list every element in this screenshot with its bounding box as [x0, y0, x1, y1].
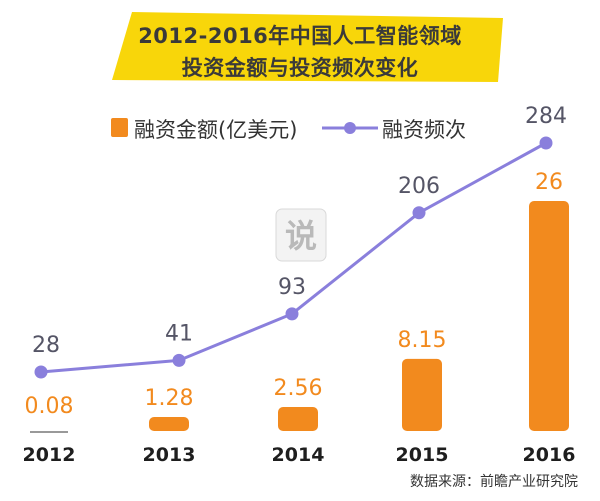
bar-2016	[529, 201, 569, 431]
line-point-2013	[172, 353, 186, 367]
line-point-2014	[285, 307, 299, 321]
x-tick-2012: 2012	[23, 444, 76, 466]
line-label-2014: 93	[278, 275, 306, 300]
x-tick-2013: 2013	[143, 444, 196, 466]
x-tick-2014: 2014	[272, 444, 325, 466]
legend-bar-label: 融资金额(亿美元)	[134, 118, 298, 142]
line-point-2012	[34, 365, 48, 379]
bar-label-2015: 8.15	[398, 328, 447, 353]
svg-text:说: 说	[285, 217, 317, 255]
bar-2015	[402, 358, 442, 431]
legend: 融资金额(亿美元) 融资频次	[0, 110, 600, 144]
bar-label-2012: 0.08	[25, 394, 74, 419]
title-banner	[112, 12, 503, 82]
line-point-2015	[412, 206, 426, 220]
bar-label-2014: 2.56	[274, 376, 323, 401]
legend-line-label: 融资频次	[382, 118, 466, 142]
bar-2014	[278, 407, 318, 431]
legend-bar-swatch	[111, 118, 128, 137]
line-label-2016: 284	[525, 104, 567, 129]
x-tick-2015: 2015	[396, 444, 449, 466]
watermark-logo: 说	[275, 208, 327, 262]
line-label-2012: 28	[32, 333, 60, 358]
chart-title-line-2: 投资金额与投资频次变化	[181, 56, 419, 80]
line-series-frequency	[40, 141, 547, 374]
line-label-2013: 41	[165, 321, 193, 346]
legend-line-marker	[322, 122, 378, 134]
line-point-2016	[539, 136, 553, 150]
bar-label-2013: 1.28	[145, 386, 194, 411]
bar-2013	[149, 417, 189, 431]
source-note: 数据来源：前瞻产业研究院	[410, 474, 578, 490]
x-tick-2016: 2016	[523, 444, 576, 466]
chart-title-line-1: 2012-2016年中国人工智能领域	[138, 24, 462, 48]
line-label-2015: 206	[398, 174, 440, 199]
bar-label-2016: 26	[535, 170, 563, 195]
